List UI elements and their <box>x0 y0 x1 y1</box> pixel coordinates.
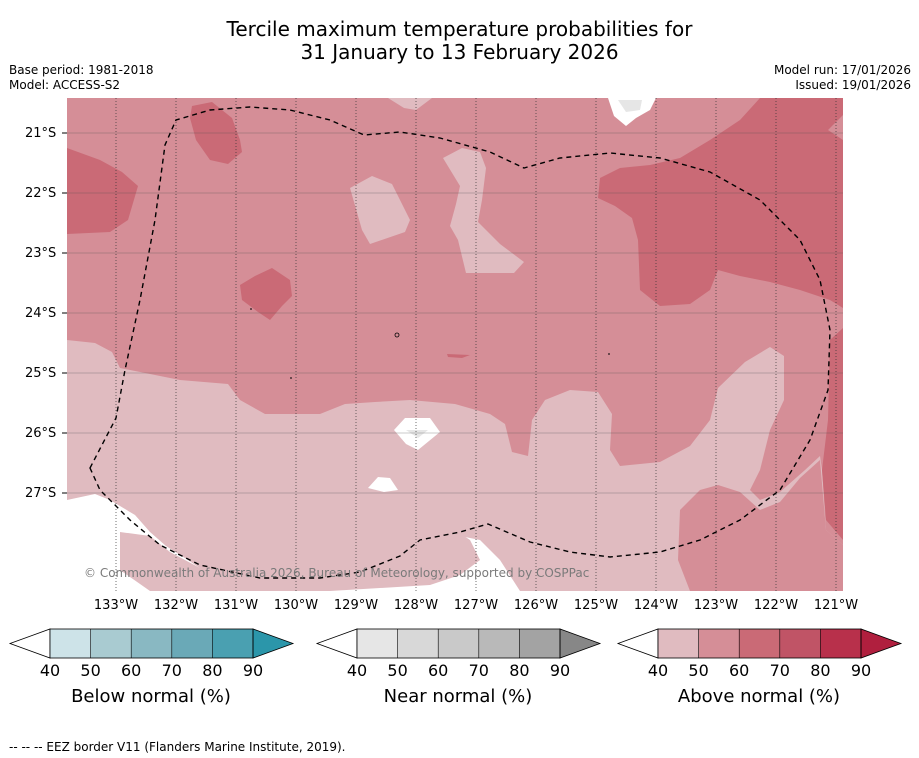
lon-label-121: 121°W <box>813 598 859 613</box>
region-above-60-west <box>67 148 138 234</box>
lon-label-129: 129°W <box>333 598 379 613</box>
lat-label-24: 24°S <box>25 306 57 321</box>
lon-label-128: 128°W <box>393 598 439 613</box>
near-tick-80: 80 <box>509 661 530 680</box>
lat-label-25: 25°S <box>25 366 57 381</box>
colorbar-below-seg-1 <box>90 629 132 658</box>
above-tick-50: 50 <box>688 661 709 680</box>
lat-label-26: 26°S <box>25 426 57 441</box>
eez-border <box>89 106 831 579</box>
lon-label-123: 123°W <box>693 598 739 613</box>
above-tick-80: 80 <box>810 661 831 680</box>
meta-left: Base period: 1981-2018 Model: ACCESS-S2 <box>9 63 154 93</box>
model-run: Model run: 17/01/2026 <box>773 63 911 77</box>
lon-label-130: 130°W <box>273 598 319 613</box>
colorbar-near-seg-4 <box>519 629 560 658</box>
near-tick-90: 90 <box>549 661 571 680</box>
region-above-60-mid <box>240 268 292 320</box>
above-normal-label: Above normal (%) <box>677 686 841 707</box>
base-period: Base period: 1981-2018 <box>9 63 154 77</box>
lon-label-126: 126°W <box>513 598 559 613</box>
colorbar-near-seg-3 <box>478 629 520 658</box>
lat-ticks <box>62 132 67 494</box>
above-tick-40: 40 <box>647 661 669 680</box>
region-near-center <box>406 430 428 438</box>
near-tick-70: 70 <box>468 661 489 680</box>
colorbar-above-seg-1 <box>698 629 740 658</box>
grid-lines <box>67 132 843 494</box>
title-line-2: 31 January to 13 February 2026 <box>300 40 619 64</box>
lon-label-132: 132°W <box>153 598 199 613</box>
issued-date: Issued: 19/01/2026 <box>795 78 911 92</box>
lon-label-133: 133°W <box>93 598 139 613</box>
region-above-40-top <box>388 98 432 110</box>
region-white-top <box>608 98 656 126</box>
lon-label-124: 124°W <box>633 598 679 613</box>
region-white-lower <box>368 477 398 492</box>
region-above-40-south <box>67 340 843 591</box>
colorbar-near-min-arrow <box>315 628 358 659</box>
above-tick-90: 90 <box>850 661 872 680</box>
lon-label-127: 127°W <box>453 598 499 613</box>
map-area <box>67 98 843 591</box>
above-tick-60: 60 <box>729 661 750 680</box>
lat-label-22: 22°S <box>25 186 57 201</box>
below-normal-label: Below normal (%) <box>71 686 231 707</box>
model-name: Model: ACCESS-S2 <box>9 78 121 92</box>
below-tick-90: 90 <box>242 661 264 680</box>
colorbar-below-seg-4 <box>212 629 253 658</box>
below-tick-40: 40 <box>39 661 61 680</box>
colorbar-above-seg-3 <box>779 629 821 658</box>
colorbar-above-seg-4 <box>820 629 861 658</box>
lon-label-131: 131°W <box>213 598 259 613</box>
region-near-top <box>618 100 642 112</box>
colorbar-above-seg-2 <box>739 629 780 658</box>
region-above-60-east-edge <box>822 328 843 540</box>
colorbar-below-max-arrow <box>252 628 295 659</box>
region-above-60-speck <box>447 354 470 358</box>
colorbar-above-seg-0 <box>658 629 699 658</box>
colorbar-near <box>315 628 602 659</box>
colorbar-above-max-arrow <box>860 628 903 659</box>
copyright-notice: © Commonwealth of Australia 2026, Bureau… <box>84 566 590 580</box>
colorbar-below-seg-0 <box>50 629 91 658</box>
island-marker-1 <box>394 332 400 338</box>
below-tick-70: 70 <box>161 661 182 680</box>
colorbar-below-seg-2 <box>131 629 172 658</box>
near-tick-60: 60 <box>428 661 449 680</box>
colorbar-below-min-arrow <box>8 628 51 659</box>
colorbar-below <box>8 628 295 659</box>
colorbar-below-seg-3 <box>171 629 213 658</box>
colorbar-near-max-arrow <box>559 628 602 659</box>
above-tick-70: 70 <box>769 661 790 680</box>
below-tick-80: 80 <box>202 661 223 680</box>
chart-title: Tercile maximum temperature probabilitie… <box>0 18 919 64</box>
region-above-60-east <box>598 98 843 308</box>
colorbar-above-min-arrow <box>616 628 659 659</box>
colorbar-above <box>616 628 903 659</box>
colorbar-near-seg-2 <box>438 629 479 658</box>
near-tick-50: 50 <box>387 661 408 680</box>
eez-footnote: -- -- -- EEZ border V11 (Flanders Marine… <box>9 740 346 754</box>
lat-label-23: 23°S <box>25 246 57 261</box>
lon-label-122: 122°W <box>753 598 799 613</box>
lon-label-125: 125°W <box>573 598 619 613</box>
title-line-1: Tercile maximum temperature probabilitie… <box>226 17 693 41</box>
meta-right: Model run: 17/01/2026 Issued: 19/01/2026 <box>774 63 911 93</box>
below-tick-60: 60 <box>121 661 142 680</box>
near-tick-40: 40 <box>346 661 368 680</box>
region-above-40-north-2 <box>443 148 524 273</box>
near-normal-label: Near normal (%) <box>383 686 533 707</box>
lat-label-27: 27°S <box>25 486 57 501</box>
lat-label-21: 21°S <box>25 126 57 141</box>
grid-meridians <box>115 98 837 591</box>
below-tick-50: 50 <box>80 661 101 680</box>
colorbar-near-seg-1 <box>397 629 439 658</box>
colorbar-near-seg-0 <box>357 629 398 658</box>
region-above-40-sw-inner <box>120 530 480 591</box>
